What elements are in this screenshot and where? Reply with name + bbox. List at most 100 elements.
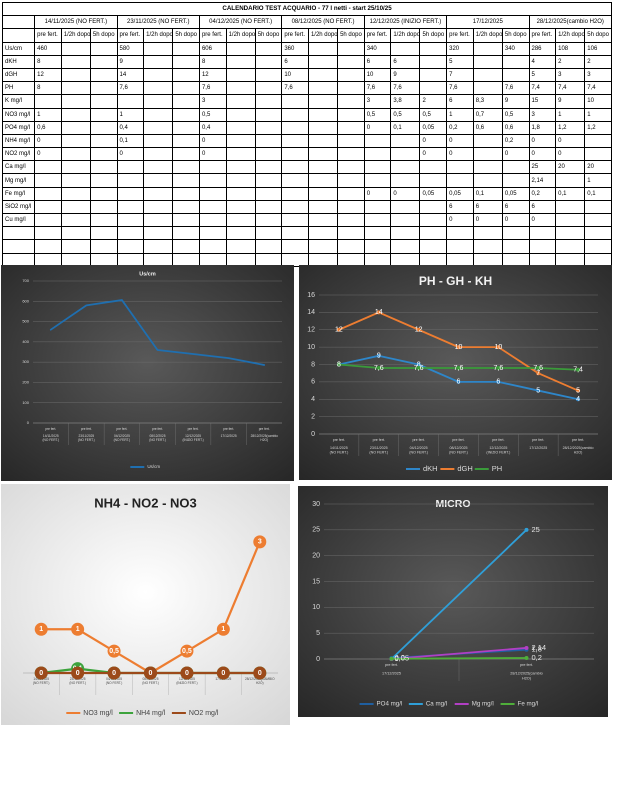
table-cell: 7,6 xyxy=(281,81,309,96)
table-cell: 340 xyxy=(363,41,392,56)
table-cell xyxy=(337,120,365,135)
table-cell: 0 xyxy=(446,147,474,162)
table-cell xyxy=(89,160,118,175)
table-cell xyxy=(337,94,365,109)
y-tick-label: 5 xyxy=(316,630,320,637)
date-header: 17/12/2025 xyxy=(446,15,530,30)
table-cell xyxy=(281,186,309,201)
table-cell: 7,6 xyxy=(116,81,145,96)
table-cell: 0,5 xyxy=(501,107,530,122)
table-cell xyxy=(225,226,256,241)
table-cell: 0 xyxy=(446,133,474,149)
data-label: 7,4 xyxy=(573,367,583,374)
row-label xyxy=(1,226,36,241)
data-point xyxy=(216,666,230,680)
y-tick-label: 20 xyxy=(312,553,320,560)
table-cell xyxy=(34,199,62,215)
y-tick-label: 500 xyxy=(22,319,29,324)
x-tick-label: pre fert. 17/12/2025 xyxy=(382,663,401,675)
table-cell: 7,6 xyxy=(198,81,227,96)
x-tick-label: pre fert. 28/12/2025(cambio H2O) xyxy=(251,427,279,442)
table-cell: 3 xyxy=(584,67,612,83)
table-cell: 2 xyxy=(584,54,612,69)
x-tick-label: pre fert. 12/12/2025 (INIZIO FERT.) xyxy=(182,427,203,442)
table-cell xyxy=(254,160,283,175)
data-label: 10 xyxy=(455,344,463,351)
table-cell xyxy=(254,107,283,122)
table-cell: 3 xyxy=(198,94,227,109)
row-label: PO4 mg/l xyxy=(1,120,36,135)
table-cell xyxy=(225,186,256,201)
table-cell xyxy=(390,147,421,162)
table-row: Ca mg/l 25 20 20 xyxy=(1,160,612,175)
table-cell xyxy=(363,212,392,228)
table-cell: 0 xyxy=(390,186,421,201)
table-cell xyxy=(143,107,174,122)
sub-header: pre fert. xyxy=(116,28,145,43)
table-cell xyxy=(363,226,392,241)
table-cell xyxy=(390,41,421,56)
table-cell: 2 xyxy=(555,54,586,69)
y-tick-label: 0 xyxy=(27,420,30,425)
table-cell: 8 xyxy=(34,54,62,69)
table-cell xyxy=(307,160,339,175)
table-cell xyxy=(254,226,283,241)
table-cell xyxy=(501,239,530,254)
table-cell xyxy=(89,186,118,201)
table-cell: 0,6 xyxy=(501,120,530,135)
table-cell xyxy=(446,239,474,254)
table-cell xyxy=(60,239,91,254)
table-cell: 0,5 xyxy=(390,107,421,122)
table-cell: 0,1 xyxy=(584,186,612,201)
table-cell: 20 xyxy=(555,160,586,175)
table-cell xyxy=(172,81,200,96)
data-point xyxy=(456,379,461,384)
data-label: 1,8 xyxy=(532,645,542,654)
table-cell xyxy=(363,173,392,188)
table-cell xyxy=(89,147,118,162)
data-label: 7,6 xyxy=(533,365,543,372)
table-cell: 360 xyxy=(281,41,309,56)
data-label: 8 xyxy=(337,361,341,368)
chart-ph-gh-kh: PH - GH - KH 0 2 4 6 8 10 12 14 16 pre fert. 14/11/… xyxy=(299,265,612,480)
table-cell xyxy=(60,147,91,162)
table-cell xyxy=(172,94,200,109)
table-cell: 1 xyxy=(584,107,612,122)
table-cell: 12 xyxy=(34,67,62,83)
table-cell xyxy=(254,239,283,254)
table-cell xyxy=(225,133,256,149)
data-label: 2,14 xyxy=(532,643,547,652)
table-row xyxy=(1,252,612,267)
table-cell xyxy=(281,120,309,135)
data-label: 6 xyxy=(496,379,500,386)
date-header: 23/11/2025 (NO FERT.) xyxy=(116,15,200,30)
data-point xyxy=(536,365,541,370)
y-tick-label: 400 xyxy=(22,339,29,344)
table-cell: 0,6 xyxy=(34,120,62,135)
table-cell: 606 xyxy=(198,41,227,56)
date-header: 04/12/2025 (NO FERT.) xyxy=(198,15,283,30)
legend-label: Us/cm xyxy=(147,464,160,469)
table-cell xyxy=(60,94,91,109)
data-point xyxy=(34,622,48,636)
table-cell xyxy=(337,212,365,228)
table-cell xyxy=(143,199,174,215)
data-label: 0,5 xyxy=(182,648,192,655)
table-cell: 10 xyxy=(363,67,392,83)
table-cell: 7 xyxy=(446,67,474,83)
table-row: Cu mg/l 0 0 0 0 xyxy=(1,212,612,228)
table-cell: 5 xyxy=(446,54,474,69)
table-cell xyxy=(89,54,118,69)
sub-header: 5h dopo xyxy=(501,28,530,43)
table-cell xyxy=(337,173,365,188)
table-cell: 5 xyxy=(528,67,557,83)
x-tick-label: pre fert. 17/12/2025 xyxy=(221,427,237,438)
table-cell xyxy=(172,212,200,228)
data-point xyxy=(576,397,581,402)
row-label: NO3 mg/l xyxy=(1,107,36,122)
chart-background xyxy=(299,265,612,480)
table-cell: 0 xyxy=(528,133,557,149)
table-cell: 1,8 xyxy=(528,120,557,135)
sub-header: 1/2h dopo xyxy=(307,28,339,43)
table-cell: 0 xyxy=(34,147,62,162)
